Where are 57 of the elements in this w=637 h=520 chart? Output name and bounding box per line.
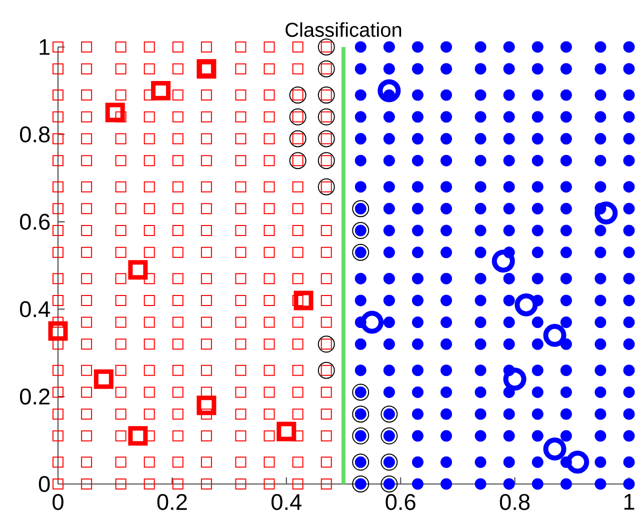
point bbox=[380, 475, 398, 492]
y-tick-label: 1 bbox=[40, 39, 50, 55]
point bbox=[380, 427, 398, 444]
point bbox=[352, 222, 370, 240]
point bbox=[360, 310, 384, 334]
x-tick-label: 0.2 bbox=[157, 494, 187, 510]
point bbox=[352, 200, 370, 218]
point bbox=[318, 152, 335, 170]
point bbox=[352, 406, 370, 423]
point bbox=[276, 422, 296, 442]
point bbox=[318, 130, 335, 148]
point bbox=[289, 108, 306, 126]
point bbox=[378, 79, 401, 102]
point bbox=[289, 152, 306, 170]
point bbox=[318, 108, 335, 126]
point bbox=[318, 86, 335, 104]
point bbox=[380, 406, 398, 423]
point bbox=[318, 38, 335, 56]
x-tick-label: 0.8 bbox=[500, 494, 530, 510]
point bbox=[380, 454, 398, 471]
point bbox=[128, 426, 148, 446]
point bbox=[196, 396, 216, 416]
point bbox=[128, 260, 148, 280]
point bbox=[289, 86, 306, 104]
y-tick-label: 0 bbox=[38, 476, 50, 492]
point bbox=[594, 202, 618, 225]
point bbox=[352, 427, 370, 444]
point bbox=[514, 293, 538, 316]
y-tick-label: 0.4 bbox=[20, 301, 50, 318]
point bbox=[318, 362, 335, 379]
point bbox=[318, 336, 335, 353]
point bbox=[352, 454, 370, 471]
point bbox=[48, 321, 68, 341]
point bbox=[566, 450, 590, 474]
point bbox=[196, 59, 216, 79]
point bbox=[492, 250, 515, 273]
x-tick-label: 1 bbox=[624, 494, 634, 510]
point bbox=[294, 290, 314, 310]
point bbox=[318, 60, 335, 78]
x-tick-label: 0.4 bbox=[272, 494, 302, 510]
y-tick-label: 0.2 bbox=[20, 388, 50, 405]
point bbox=[105, 102, 125, 122]
point bbox=[289, 130, 306, 148]
point bbox=[503, 368, 526, 391]
y-tick-label: 0.6 bbox=[20, 214, 50, 230]
point bbox=[352, 475, 370, 492]
point bbox=[94, 369, 114, 389]
point bbox=[543, 438, 566, 461]
point bbox=[543, 324, 566, 347]
point bbox=[151, 80, 171, 100]
x-tick-label: 0 bbox=[52, 494, 64, 510]
point bbox=[352, 384, 370, 401]
point bbox=[318, 178, 335, 196]
y-tick-label: 0.8 bbox=[20, 126, 50, 142]
x-tick-label: 0.6 bbox=[386, 494, 416, 510]
chart-title: Classification bbox=[286, 22, 402, 37]
point bbox=[352, 244, 370, 261]
